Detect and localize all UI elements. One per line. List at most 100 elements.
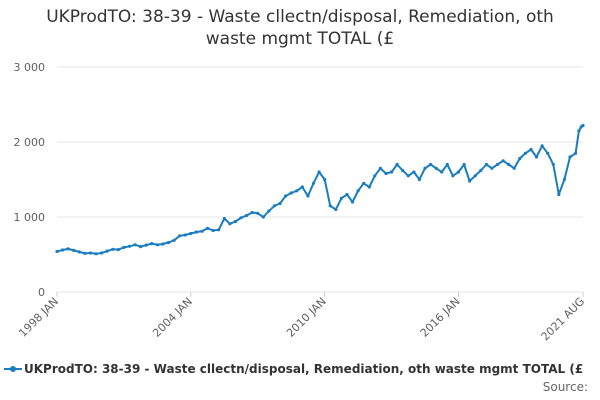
data-point[interactable] [384, 171, 388, 176]
data-point[interactable] [518, 156, 522, 161]
data-point[interactable] [284, 194, 288, 198]
data-point[interactable] [155, 243, 159, 247]
data-point[interactable] [362, 181, 366, 185]
data-point[interactable] [217, 228, 221, 232]
data-point[interactable] [111, 247, 115, 251]
data-point[interactable] [272, 204, 277, 208]
data-point[interactable] [300, 185, 304, 189]
data-point[interactable] [127, 244, 132, 248]
y-axis-tick-labels: 0 1 000 2 000 3 000 [14, 61, 46, 299]
data-point[interactable] [546, 151, 550, 155]
data-point[interactable] [507, 162, 511, 167]
data-point[interactable] [568, 155, 572, 159]
data-point[interactable] [417, 177, 421, 182]
data-point[interactable] [350, 200, 355, 204]
data-point[interactable] [256, 211, 260, 215]
data-point[interactable] [267, 209, 271, 213]
x-axis-tick-labels: 1998 JAN 2004 JAN 2010 JAN 2016 JAN 2021 AUG [16, 292, 587, 343]
data-point[interactable] [239, 216, 243, 220]
data-point[interactable] [378, 166, 382, 170]
data-point[interactable] [390, 170, 394, 174]
data-point[interactable] [88, 251, 93, 255]
data-point[interactable] [261, 215, 265, 219]
data-point[interactable] [83, 251, 87, 255]
data-point[interactable] [200, 229, 204, 233]
legend[interactable]: UKProdTO: 38-39 - Waste cllectn/disposal… [0, 360, 600, 378]
data-point[interactable] [77, 250, 81, 254]
data-point[interactable] [295, 189, 299, 193]
data-point[interactable] [228, 222, 232, 226]
data-point[interactable] [406, 174, 410, 178]
data-point[interactable] [150, 242, 154, 246]
data-point[interactable] [440, 170, 444, 174]
data-point[interactable] [66, 247, 70, 251]
data-point[interactable] [373, 174, 377, 178]
data-point[interactable] [144, 243, 148, 247]
data-point[interactable] [166, 240, 171, 245]
data-point[interactable] [323, 177, 327, 182]
data-point[interactable] [345, 192, 349, 197]
data-point[interactable] [61, 248, 65, 252]
data-point[interactable] [473, 174, 477, 178]
data-point[interactable] [139, 245, 143, 249]
data-point[interactable] [434, 166, 438, 170]
data-point[interactable] [512, 166, 516, 170]
data-point[interactable] [250, 210, 254, 215]
data-point[interactable] [178, 234, 182, 238]
data-point[interactable] [577, 129, 581, 133]
data-point[interactable] [328, 204, 332, 208]
data-point[interactable] [233, 219, 237, 224]
data-point[interactable] [401, 168, 405, 173]
data-point[interactable] [206, 226, 210, 230]
legend-series-marker [4, 366, 22, 372]
data-point[interactable] [484, 162, 488, 167]
data-point[interactable] [468, 179, 472, 183]
data-point[interactable] [412, 170, 416, 174]
data-point[interactable] [423, 166, 427, 170]
data-point[interactable] [289, 191, 293, 195]
data-point[interactable] [551, 162, 555, 167]
data-point[interactable] [72, 248, 76, 252]
data-point[interactable] [451, 174, 455, 178]
data-point[interactable] [501, 159, 505, 163]
data-point[interactable] [574, 151, 578, 155]
data-point[interactable] [245, 213, 249, 218]
data-point[interactable] [334, 207, 338, 212]
data-point[interactable] [339, 196, 343, 200]
data-point[interactable] [55, 249, 59, 254]
data-point[interactable] [133, 243, 137, 247]
data-point[interactable] [278, 201, 282, 206]
data-point[interactable] [311, 181, 316, 185]
data-point[interactable] [540, 144, 544, 148]
data-point[interactable] [105, 249, 109, 253]
data-point[interactable] [222, 216, 226, 221]
data-point[interactable] [94, 252, 98, 256]
data-point[interactable] [367, 185, 371, 189]
data-point[interactable] [490, 166, 494, 170]
data-point[interactable] [534, 155, 539, 159]
data-point[interactable] [122, 245, 126, 249]
data-point[interactable] [211, 228, 215, 233]
data-point[interactable] [523, 151, 528, 155]
data-point[interactable] [161, 242, 165, 246]
data-point[interactable] [356, 189, 360, 193]
data-point[interactable] [183, 233, 187, 237]
data-point[interactable] [479, 168, 483, 173]
data-point[interactable] [100, 251, 104, 255]
data-point[interactable] [317, 170, 321, 174]
data-point[interactable] [529, 147, 533, 152]
data-point[interactable] [462, 162, 466, 167]
data-point[interactable] [395, 162, 399, 167]
data-point[interactable] [189, 231, 193, 236]
data-point[interactable] [456, 170, 461, 174]
data-point[interactable] [495, 162, 500, 167]
data-point[interactable] [116, 248, 120, 252]
data-point[interactable] [581, 123, 585, 128]
data-point[interactable] [557, 192, 561, 197]
data-point[interactable] [306, 194, 310, 198]
data-point[interactable] [429, 162, 433, 167]
data-point[interactable] [445, 162, 449, 167]
data-point[interactable] [172, 238, 176, 242]
data-point[interactable] [194, 230, 198, 234]
data-point[interactable] [562, 177, 567, 182]
